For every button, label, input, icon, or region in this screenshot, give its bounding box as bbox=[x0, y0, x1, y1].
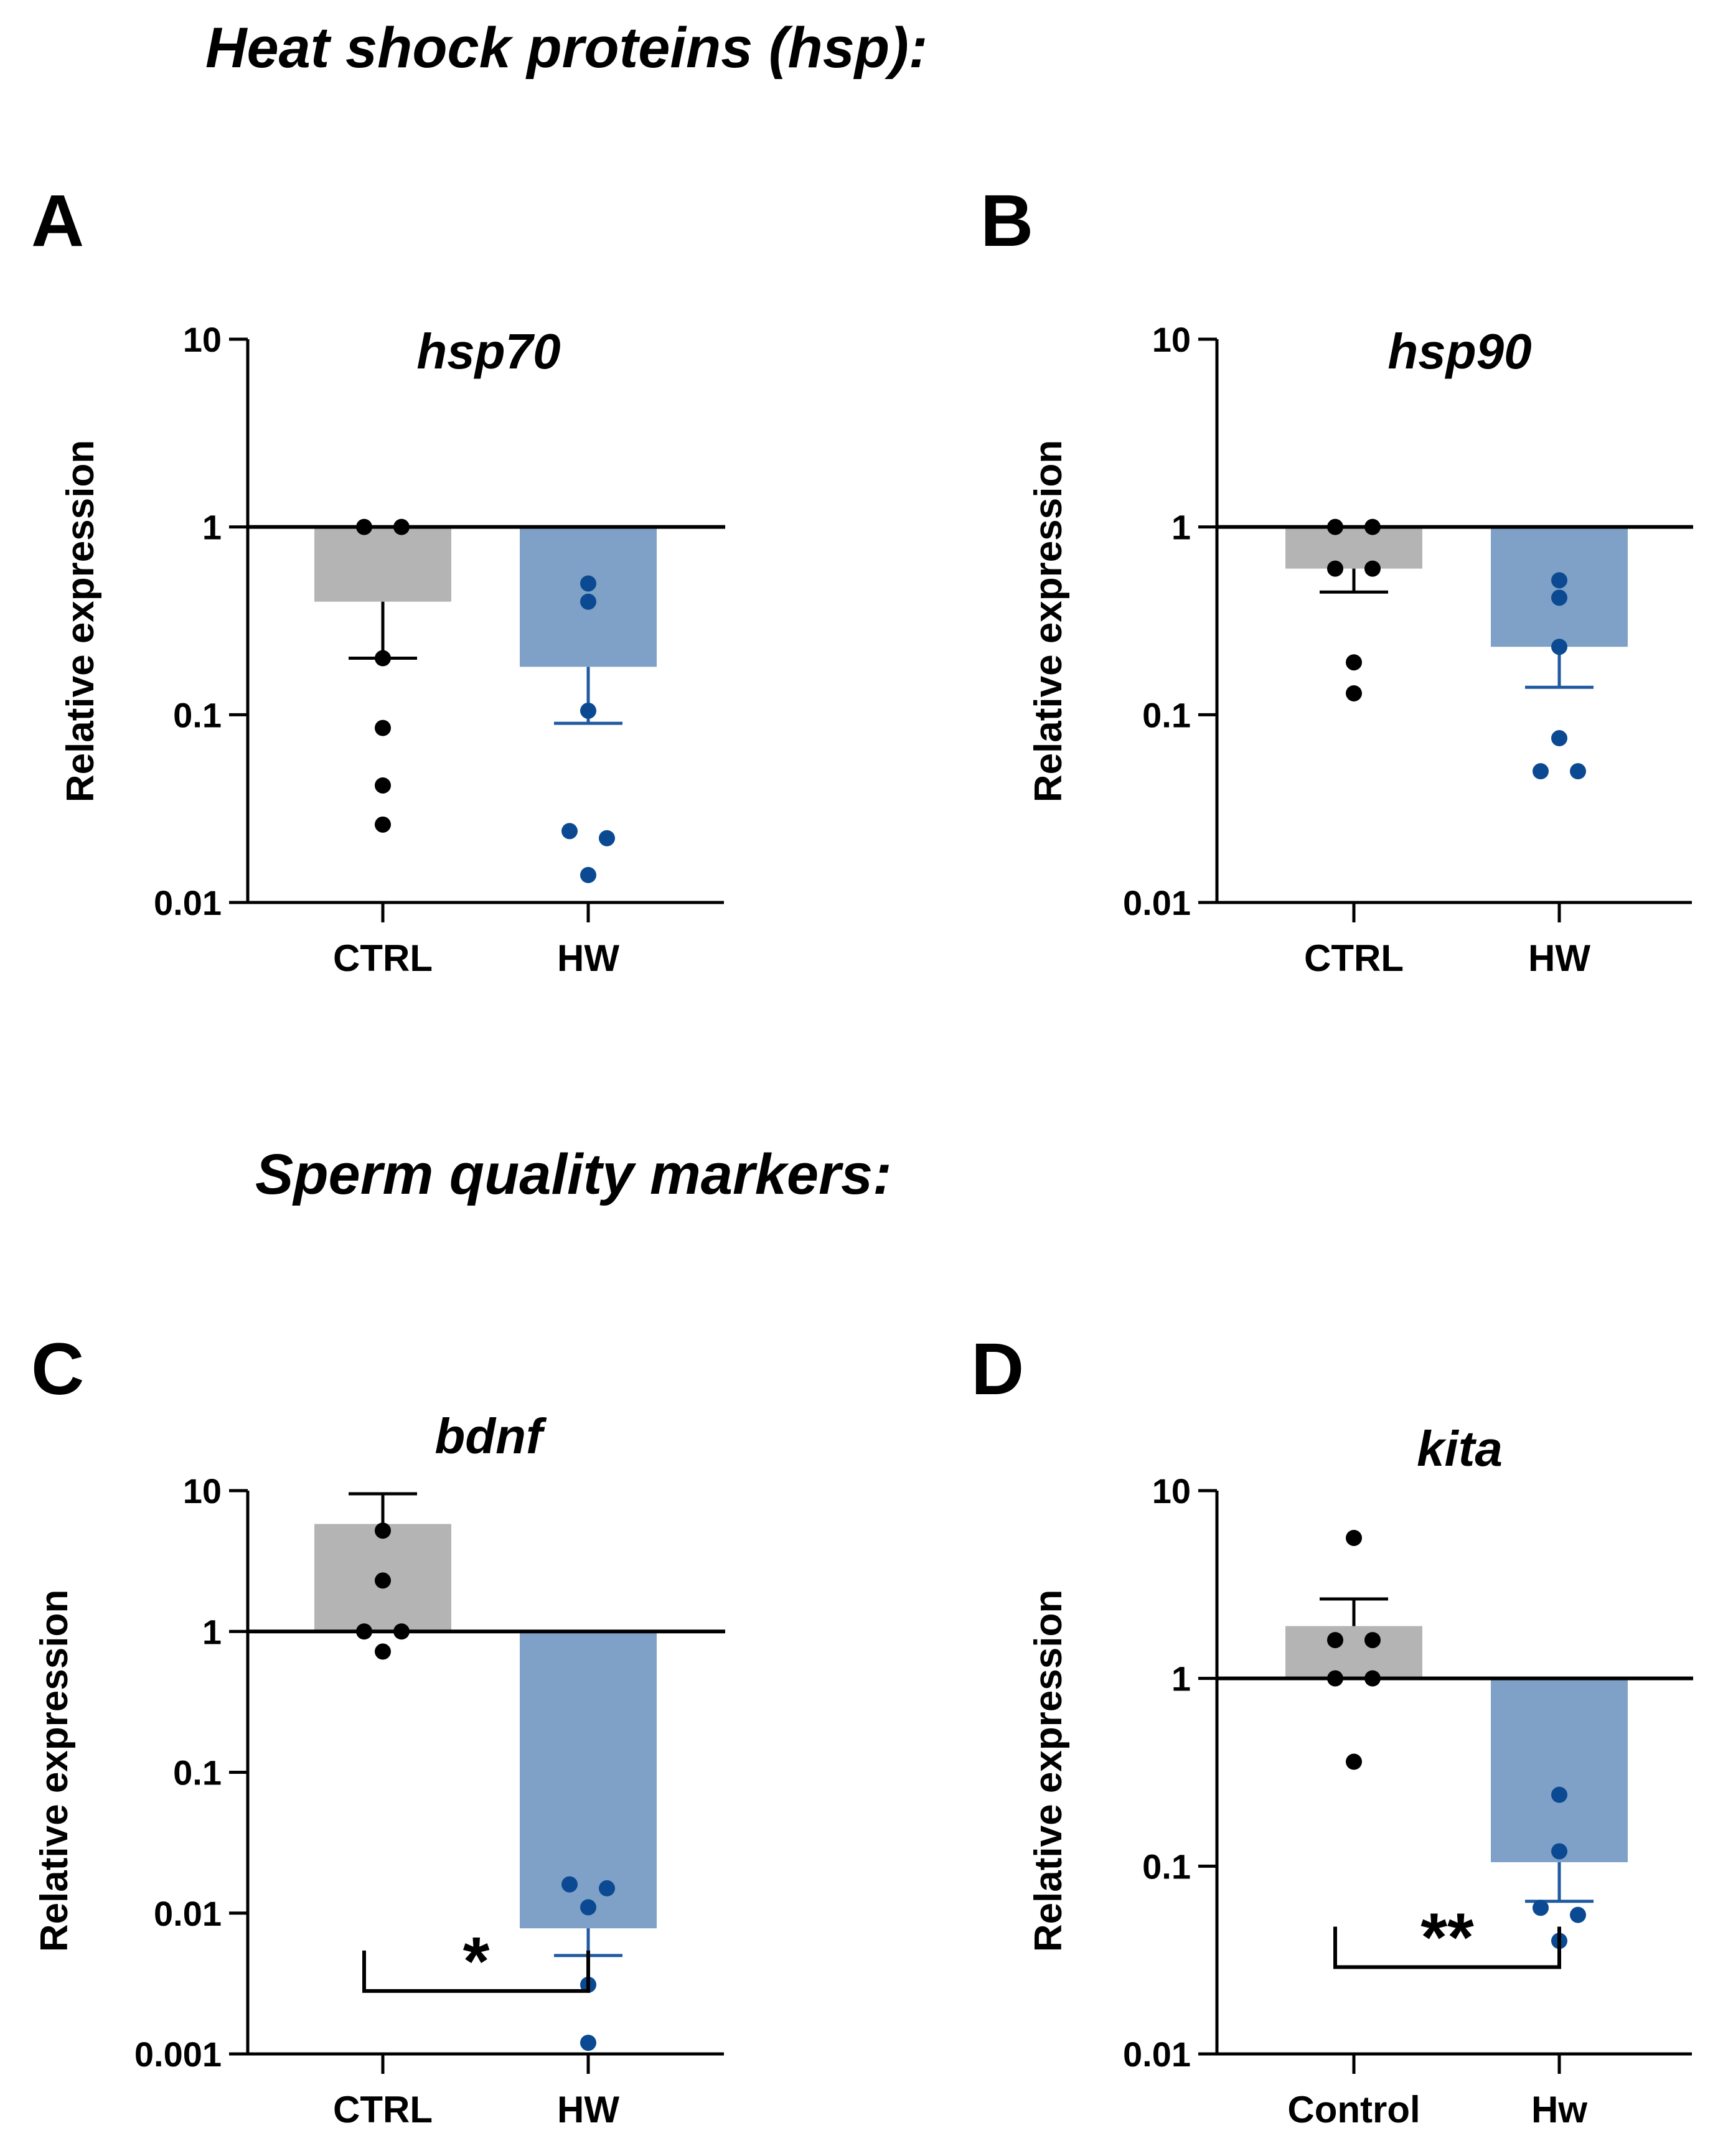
y-tick-label: 0.1 bbox=[173, 695, 222, 734]
significance-label: * bbox=[463, 1923, 490, 2000]
x-tick-label: HW bbox=[557, 937, 619, 979]
y-tick-label: 1 bbox=[1171, 508, 1191, 547]
data-point bbox=[1551, 1786, 1567, 1803]
heading-hsp: Heat shock proteins (hsp): bbox=[205, 16, 927, 80]
data-point bbox=[375, 1643, 391, 1660]
y-axis-label: Relative expression bbox=[1027, 1590, 1070, 1952]
y-tick-label: 10 bbox=[183, 1471, 222, 1511]
y-tick-label: 1 bbox=[1171, 1659, 1191, 1699]
bar-control bbox=[1285, 1626, 1422, 1679]
data-point bbox=[1551, 1843, 1567, 1860]
y-tick-label: 0.1 bbox=[1142, 1847, 1191, 1886]
data-point bbox=[1346, 685, 1362, 701]
data-point bbox=[1327, 560, 1343, 577]
data-point bbox=[1364, 1632, 1381, 1649]
data-point bbox=[599, 1880, 615, 1896]
data-point bbox=[1551, 639, 1567, 655]
data-point bbox=[393, 1623, 410, 1640]
data-point bbox=[1346, 1753, 1362, 1770]
y-tick-label: 0.01 bbox=[154, 1894, 222, 1933]
data-point bbox=[1570, 763, 1586, 780]
data-point bbox=[1327, 1670, 1343, 1687]
data-point bbox=[1327, 518, 1343, 535]
y-axis-label: Relative expression bbox=[1027, 440, 1070, 802]
data-point bbox=[580, 2035, 596, 2051]
y-tick-label: 10 bbox=[1152, 1471, 1191, 1511]
data-point bbox=[1346, 1529, 1362, 1546]
data-point bbox=[375, 1522, 391, 1539]
bar-hw bbox=[520, 1631, 657, 1929]
x-tick-label: CTRL bbox=[1304, 937, 1404, 979]
y-axis-label: Relative expression bbox=[33, 1590, 76, 1952]
y-tick-label: 0.01 bbox=[1123, 2035, 1191, 2074]
x-tick-label: Hw bbox=[1531, 2089, 1587, 2130]
y-tick-label: 10 bbox=[183, 320, 222, 359]
data-point bbox=[1551, 589, 1567, 606]
data-point bbox=[599, 830, 615, 846]
data-point bbox=[1364, 1670, 1381, 1687]
data-point bbox=[375, 777, 391, 794]
data-point bbox=[580, 1899, 596, 1916]
data-point bbox=[356, 518, 372, 535]
bar-ctrl bbox=[314, 527, 451, 602]
data-point bbox=[1533, 1900, 1549, 1916]
heading-sperm: Sperm quality markers: bbox=[255, 1143, 892, 1206]
data-point bbox=[580, 575, 596, 592]
significance-label: ** bbox=[1420, 1900, 1474, 1976]
x-tick-label: HW bbox=[557, 2089, 619, 2130]
gene-title: hsp90 bbox=[1387, 324, 1531, 379]
x-tick-label: CTRL bbox=[333, 2089, 433, 2130]
data-point bbox=[375, 719, 391, 736]
data-point bbox=[1533, 763, 1549, 780]
data-point bbox=[580, 702, 596, 719]
data-point bbox=[1364, 560, 1381, 577]
x-tick-label: HW bbox=[1528, 937, 1590, 979]
y-tick-label: 0.1 bbox=[173, 1753, 222, 1793]
y-tick-label: 0.01 bbox=[1123, 883, 1191, 922]
x-tick-label: Control bbox=[1287, 2089, 1420, 2130]
data-point bbox=[580, 593, 596, 610]
data-point bbox=[375, 816, 391, 833]
y-tick-label: 1 bbox=[202, 508, 222, 547]
data-point bbox=[356, 1623, 372, 1640]
y-tick-label: 1 bbox=[202, 1612, 222, 1651]
data-point bbox=[1346, 654, 1362, 671]
y-tick-label: 0.001 bbox=[134, 2035, 222, 2074]
data-point bbox=[1327, 1632, 1343, 1649]
data-point bbox=[561, 1876, 578, 1893]
panel-letter: C bbox=[31, 1328, 84, 1410]
data-point bbox=[393, 518, 410, 535]
data-point bbox=[1570, 1906, 1586, 1923]
bar-ctrl bbox=[1285, 527, 1422, 569]
y-tick-label: 0.1 bbox=[1142, 695, 1191, 734]
significance-bracket bbox=[1333, 1926, 1561, 1969]
panel-letter: D bbox=[971, 1328, 1024, 1410]
data-point bbox=[1551, 730, 1567, 747]
data-point bbox=[375, 650, 391, 667]
significance-bracket bbox=[362, 1950, 590, 1993]
panel-letter: A bbox=[31, 180, 84, 262]
y-axis-label: Relative expression bbox=[59, 440, 102, 802]
gene-title: hsp70 bbox=[416, 324, 560, 379]
data-point bbox=[1364, 518, 1381, 535]
data-point bbox=[561, 823, 578, 840]
bar-hw bbox=[1491, 1678, 1628, 1862]
gene-title: kita bbox=[1417, 1421, 1503, 1476]
gene-title: bdnf bbox=[434, 1408, 547, 1464]
data-point bbox=[580, 866, 596, 883]
data-point bbox=[375, 1572, 391, 1589]
y-tick-label: 10 bbox=[1152, 320, 1191, 359]
panel-letter: B bbox=[980, 180, 1033, 262]
x-tick-label: CTRL bbox=[333, 937, 433, 979]
y-tick-label: 0.01 bbox=[154, 883, 222, 922]
data-point bbox=[1551, 572, 1567, 589]
